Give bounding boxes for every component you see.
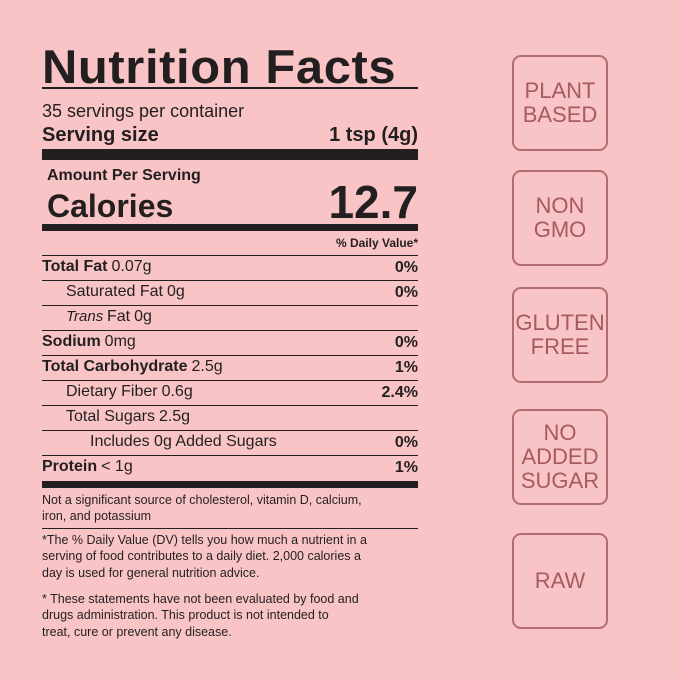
nutrient-name: Total Carbohydrate — [42, 358, 188, 375]
serving-size-value: 1 tsp (4g) — [329, 124, 418, 146]
nutrient-amount: < 1g — [101, 458, 133, 475]
rule — [42, 255, 418, 256]
badge: RAW — [512, 533, 608, 629]
nutrient-amount: 0mg — [104, 333, 136, 350]
nutrient-amount: 0g — [134, 308, 152, 325]
nutrient-name: Dietary Fiber — [66, 383, 158, 400]
nutrient-amount: 0.6g — [161, 383, 193, 400]
rule — [42, 455, 418, 456]
daily-value: 1% — [394, 459, 418, 476]
badge-text: SUGAR — [520, 468, 600, 493]
nutrient-amount: 0g — [166, 283, 185, 300]
nutrient-row: Sodium 0mg — [42, 334, 136, 350]
rule — [42, 481, 418, 488]
daily-value: 1% — [394, 359, 418, 376]
nutrient-name: Total Fat — [42, 258, 108, 275]
badge-text: ADDED — [521, 444, 599, 469]
nutrient-row: Total Carbohydrate 2.5g — [42, 359, 223, 375]
rule — [42, 280, 418, 281]
rule — [42, 305, 418, 306]
nutrient-prefix: Trans — [66, 308, 104, 325]
daily-value: 0% — [394, 434, 418, 451]
badge-text: RAW — [534, 568, 586, 593]
nutrient-row: Saturated Fat 0g — [66, 284, 185, 300]
badge-text: PLANT — [524, 78, 596, 103]
badge: GLUTEN FREE — [512, 287, 608, 383]
title: Nutrition Facts — [42, 39, 397, 93]
servings: 35 servings per container — [42, 101, 245, 121]
badge: NON GMO — [512, 170, 608, 266]
badge: PLANT BASED — [512, 55, 608, 151]
footnote-line: iron, and potassium — [42, 509, 152, 524]
nutrient-row: Trans Fat 0g — [66, 309, 152, 325]
daily-value: 0% — [394, 334, 418, 351]
nutrient-name: Fat — [106, 308, 131, 325]
nutrient-amount: 2.5g — [191, 358, 223, 375]
badge: NO ADDED SUGAR — [512, 409, 608, 505]
amount-per-serving: Amount Per Serving — [47, 167, 201, 184]
nutrient-row: Protein < 1g — [42, 459, 133, 475]
footnote-line: Not a significant source of cholesterol,… — [42, 492, 362, 507]
nutrient-name: Total Sugars — [66, 408, 155, 425]
footnote-line: serving of food contributes to a daily d… — [42, 549, 361, 564]
nutrient-name: Protein — [42, 458, 98, 475]
rule — [42, 330, 418, 331]
badge-text: BASED — [522, 102, 598, 127]
footnote-line: *The % Daily Value (DV) tells you how mu… — [42, 532, 367, 547]
serving-size-label: Serving size — [42, 124, 159, 146]
daily-value-header: % Daily Value* — [335, 236, 418, 250]
nutrient-name: Includes 0g Added Sugars — [90, 433, 277, 450]
nutrient-amount: 2.5g — [158, 408, 191, 425]
badge-text: GMO — [533, 217, 587, 242]
rule — [42, 380, 418, 381]
daily-value: 0% — [394, 259, 418, 276]
badge-text: NO — [543, 420, 577, 445]
nutrient-name: Sodium — [42, 333, 101, 350]
footnote-line: treat, cure or prevent any disease. — [42, 624, 232, 639]
daily-value: 0% — [394, 284, 418, 301]
footnote-line: * These statements have not been evaluat… — [42, 591, 359, 606]
calories-value: 12.7 — [328, 176, 418, 228]
badge-text: NON — [535, 193, 585, 218]
calories-label: Calories — [47, 188, 174, 224]
rule — [42, 430, 418, 431]
rule — [42, 405, 418, 406]
rule — [42, 224, 418, 231]
nutrient-row: Dietary Fiber 0.6g — [66, 384, 193, 400]
nutrient-amount: 0.07g — [111, 258, 152, 275]
rule — [42, 528, 418, 529]
daily-value: 2.4% — [381, 384, 418, 401]
rule — [42, 87, 418, 89]
nutrient-row: Includes 0g Added Sugars — [90, 434, 277, 450]
nutrient-row: Total Fat 0.07g — [42, 259, 152, 275]
badge-text: FREE — [530, 334, 590, 359]
rule — [42, 149, 418, 160]
footnote-line: day is used for general nutrition advice… — [42, 565, 260, 580]
footnote-line: drugs administration. This product is no… — [42, 608, 329, 623]
rule — [42, 355, 418, 356]
badge-text: GLUTEN — [515, 310, 605, 335]
nutrient-name: Saturated Fat — [66, 283, 163, 300]
nutrient-row: Total Sugars 2.5g — [66, 409, 190, 425]
